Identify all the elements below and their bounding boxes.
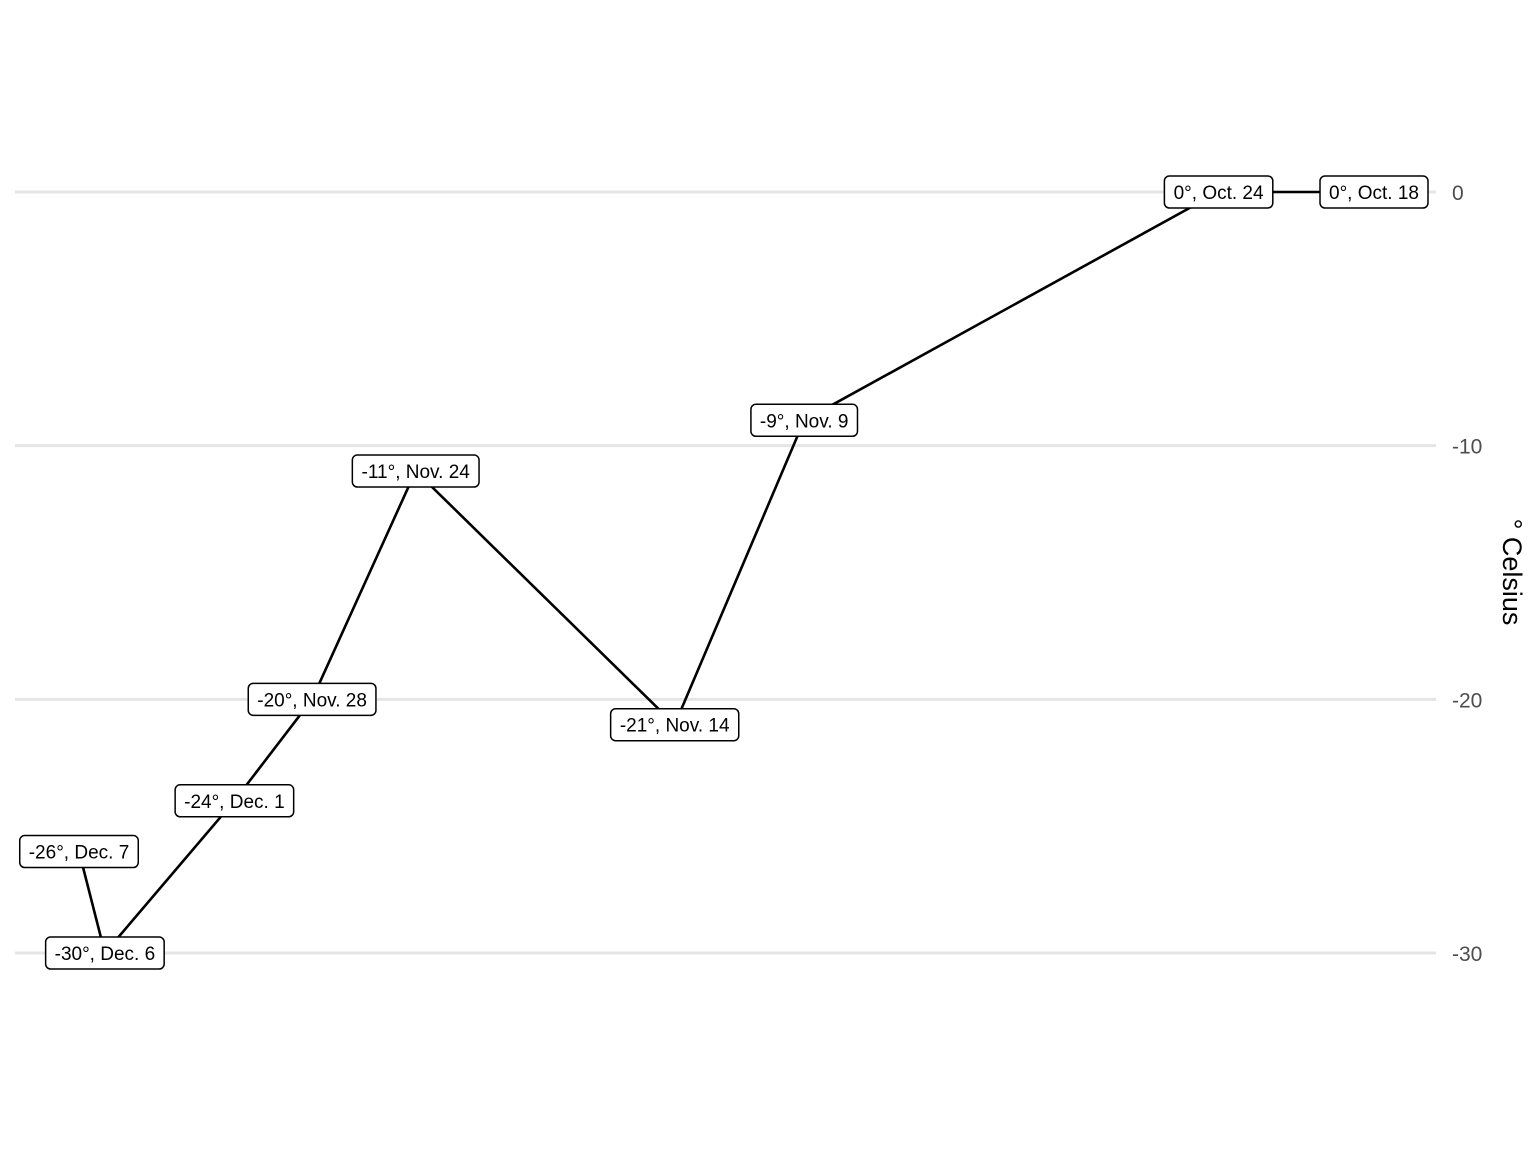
y-tick-label: 0 [1452, 182, 1464, 205]
point-label: -20°, Nov. 28 [247, 682, 377, 717]
point-label-box [247, 682, 377, 717]
point-label-text: -9°, Nov. 9 [760, 411, 849, 432]
point-label-box [750, 403, 859, 438]
point-label-box [351, 454, 480, 488]
y-tick-label: -30 [1452, 943, 1482, 966]
point-label: -9°, Nov. 9 [750, 403, 859, 438]
point-label-text: -11°, Nov. 24 [362, 462, 471, 483]
point-label-box [174, 784, 295, 818]
y-gridlines [15, 190, 1436, 955]
point-label-box [609, 707, 740, 742]
point-label-text: 0°, Oct. 24 [1174, 183, 1264, 204]
point-label-box [1163, 175, 1274, 209]
point-label-box [1319, 175, 1429, 209]
point-label-box [44, 936, 165, 970]
y-axis-title: ° Celsius [1497, 519, 1527, 626]
y-tick-label: -20 [1452, 689, 1482, 712]
point-label-box [18, 834, 140, 869]
point-label: -26°, Dec. 7 [18, 834, 140, 869]
point-label: -21°, Nov. 14 [609, 707, 740, 742]
point-label: 0°, Oct. 24 [1163, 175, 1274, 209]
point-label-text: -26°, Dec. 7 [29, 843, 130, 864]
point-label-text: -24°, Dec. 1 [184, 792, 285, 813]
point-labels: 0°, Oct. 18 0°, Oct. 24 -9°, Nov. 9 -21°, N… [18, 175, 1429, 970]
point-label-text: -21°, Nov. 14 [620, 716, 730, 737]
y-axis-ticks: 0 -10 -20 -30 [1452, 182, 1482, 966]
point-label-text: 0°, Oct. 18 [1329, 183, 1419, 204]
point-label: -11°, Nov. 24 [351, 454, 480, 488]
temperature-series-line [77, 190, 1374, 955]
y-tick-label: -10 [1452, 436, 1482, 459]
point-label-text: -20°, Nov. 28 [257, 690, 367, 711]
point-label: -24°, Dec. 1 [174, 784, 295, 818]
point-label-text: -30°, Dec. 6 [55, 944, 156, 965]
point-label: -30°, Dec. 6 [44, 936, 165, 970]
point-label: 0°, Oct. 18 [1319, 175, 1429, 209]
